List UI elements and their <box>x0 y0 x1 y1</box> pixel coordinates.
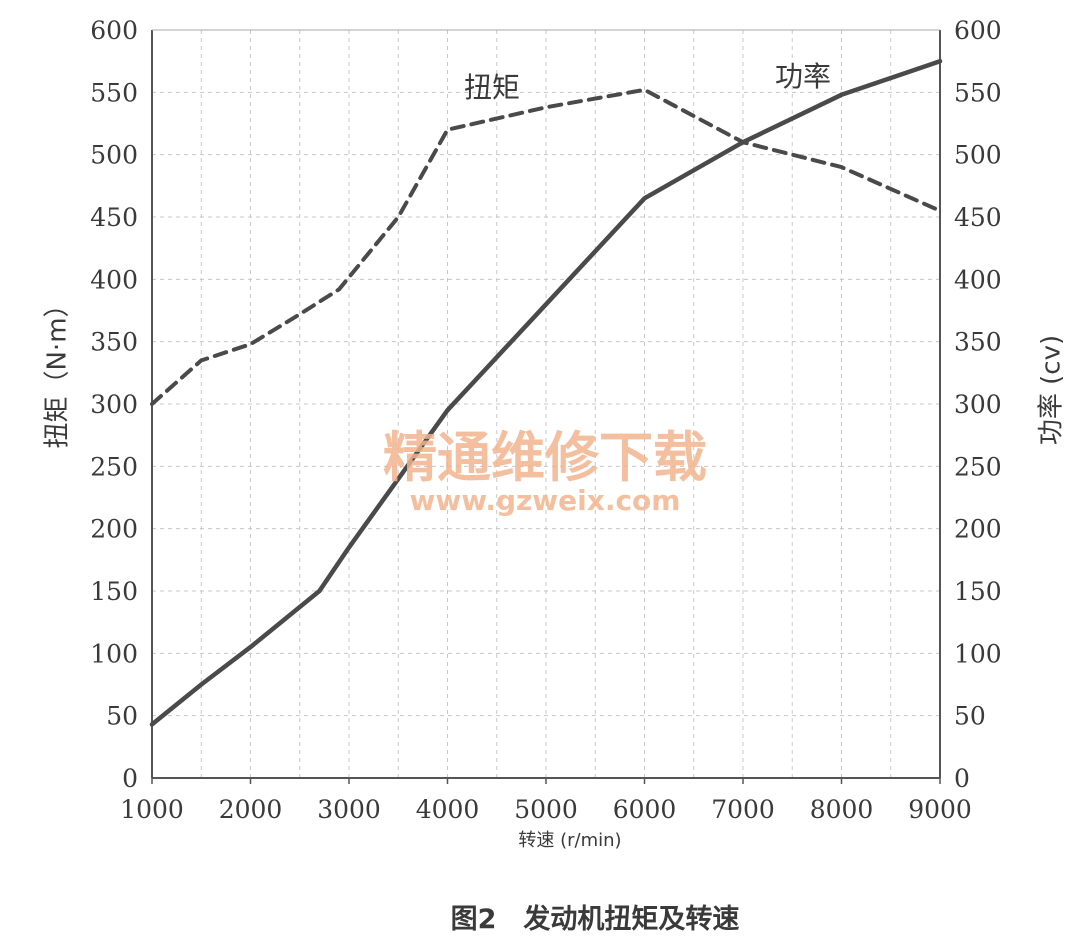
y-tick-label-left: 600 <box>90 16 138 45</box>
torque-line <box>150 87 942 406</box>
y-tick-label-left: 300 <box>90 390 138 419</box>
y-axis-title-right: 功率 (cv) <box>1037 335 1067 445</box>
y-tick-label-right: 300 <box>954 390 1002 419</box>
y-tick-label-right: 550 <box>954 78 1002 107</box>
axes-layer <box>151 29 941 784</box>
y-tick-label-right: 100 <box>954 639 1002 668</box>
y-axis-title-left: 扭矩（N·m） <box>43 291 73 448</box>
x-tick-label: 5000 <box>514 795 578 824</box>
y-tick-label-left: 250 <box>90 452 138 481</box>
y-tick-label-right: 350 <box>954 328 1002 357</box>
x-tick-label: 7000 <box>711 795 775 824</box>
y-tick-label-left: 550 <box>90 78 138 107</box>
watermark-url: www.gzweix.com <box>410 484 681 517</box>
power-line <box>149 58 943 727</box>
y-tick-label-left: 100 <box>90 639 138 668</box>
y-tick-label-left: 150 <box>90 577 138 606</box>
x-tick-label: 8000 <box>810 795 874 824</box>
y-tick-label-right: 50 <box>954 702 986 731</box>
x-tick-label: 6000 <box>613 795 677 824</box>
x-tick-label: 3000 <box>317 795 381 824</box>
y-tick-label-left: 50 <box>106 702 138 731</box>
y-tick-label-right: 200 <box>954 515 1002 544</box>
series-layer <box>149 58 943 727</box>
x-tick-label: 2000 <box>219 795 283 824</box>
y-tick-label-left: 400 <box>90 265 138 294</box>
y-tick-label-right: 150 <box>954 577 1002 606</box>
grid-layer <box>152 30 940 778</box>
figure-caption: 图2 发动机扭矩及转速 <box>451 903 740 935</box>
watermark-text: 精通维修下载 <box>383 426 707 489</box>
x-tick-label: 1000 <box>120 795 184 824</box>
power-series-label: 功率 <box>775 60 831 93</box>
y-tick-label-left: 350 <box>90 328 138 357</box>
y-tick-label-right: 600 <box>954 16 1002 45</box>
y-tick-label-right: 250 <box>954 452 1002 481</box>
y-tick-label-right: 450 <box>954 203 1002 232</box>
x-tick-label: 9000 <box>908 795 972 824</box>
y-tick-label-right: 500 <box>954 141 1002 170</box>
y-tick-label-left: 200 <box>90 515 138 544</box>
ticks-layer: 1000 2000 3000 4000 5000 6000 7000 8000 90000501… <box>90 16 1001 824</box>
x-tick-label: 4000 <box>416 795 480 824</box>
y-tick-label-left: 450 <box>90 203 138 232</box>
y-tick-label-right: 0 <box>954 764 970 793</box>
y-tick-label-right: 400 <box>954 265 1002 294</box>
y-tick-label-left: 500 <box>90 141 138 170</box>
y-tick-label-left: 0 <box>122 764 138 793</box>
torque-series-label: 扭矩 <box>464 71 520 104</box>
x-axis-title: 转速 (r/min) <box>518 830 621 851</box>
